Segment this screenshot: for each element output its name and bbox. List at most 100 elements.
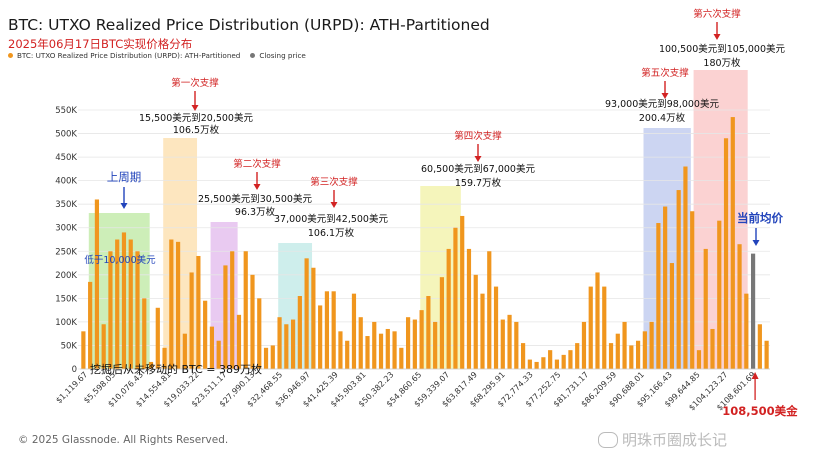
urpd-bar [446,248,451,369]
urpd-bar [284,324,289,369]
support-5-range: 93,000美元到98,000美元 [605,98,719,110]
urpd-bar [710,328,715,369]
support-5-amount: 200.4万枚 [639,112,686,124]
below-10000-label: 低于10,000美元 [84,254,156,266]
urpd-bar [723,138,729,369]
urpd-bar [216,340,221,369]
y-tick-label: 400K [55,177,77,187]
urpd-bar [696,350,702,369]
urpd-bar [534,361,539,369]
urpd-bar [345,340,350,369]
y-tick-label: 150K [55,294,77,304]
support-2-range: 25,500美元到30,500美元 [198,193,312,205]
urpd-bar [541,357,546,369]
urpd-bar [757,324,762,369]
urpd-bar [209,326,215,369]
urpd-bar [88,281,93,369]
urpd-bar [568,350,573,369]
urpd-bar [642,331,647,369]
urpd-bar [263,347,269,369]
urpd-bar [453,227,458,369]
urpd-bar [392,331,397,369]
y-tick-label: 50K [61,341,78,351]
urpd-bar [439,277,445,369]
current-price-label: 108,500美金 [722,404,798,418]
urpd-bar [602,286,607,369]
urpd-bar [290,319,296,369]
legend-label-closing: Closing price [259,51,306,60]
support-6-range: 100,500美元到105,000美元 [659,43,786,55]
y-tick-label: 550K [55,106,77,116]
urpd-bar [473,274,478,369]
y-tick-label: 350K [55,200,77,210]
chart-subtitle: 2025年06月17日BTC实现价格分布 [8,37,193,51]
y-tick-label: 100K [55,318,77,328]
urpd-bar [399,347,404,369]
urpd-bar [331,291,336,369]
y-tick-label: 200K [55,271,77,281]
y-tick-label: 450K [55,153,77,163]
urpd-bar [257,298,262,369]
support-2-title: 第二次支撑 [233,158,281,170]
urpd-bar [548,350,553,369]
urpd-bar [649,321,654,369]
support-2-arrow-head [253,184,261,190]
support-4-title: 第四次支撑 [454,130,502,142]
urpd-bar [270,345,275,369]
support-3-amount: 106.1万枚 [308,227,355,239]
support-1-range: 15,500美元到20,500美元 [139,112,253,124]
support-2-amount: 96.3万枚 [235,206,276,218]
urpd-bar [182,333,187,369]
support-1-arrow-head [191,105,199,111]
urpd-bar [128,239,133,369]
urpd-bar [203,300,208,369]
legend: BTC: UTXO Realized Price Distribution (U… [8,51,306,60]
last-cycle-label: 上周期 [107,170,142,184]
urpd-bar [101,324,106,369]
support-5-title: 第五次支撑 [641,67,689,79]
mined-unmoved-note: 挖掘后从未移动的 BTC = 389万枚 [90,362,262,376]
urpd-bar [81,331,86,369]
watermark: 明珠币圈成长记 [598,429,727,450]
urpd-bar [487,251,492,369]
support-6-arrow-head [713,34,721,40]
urpd-bar [514,321,519,369]
urpd-bar [155,307,160,369]
urpd-bar [744,293,749,369]
urpd-bar [230,251,235,369]
urpd-bar [561,354,566,369]
urpd-bar [304,258,309,369]
y-tick-label: 250K [55,247,77,257]
urpd-bar [669,263,675,369]
urpd-bar [683,166,688,369]
urpd-bar [703,248,708,369]
urpd-bar [690,211,695,369]
current-price-arrow-head [751,372,759,379]
urpd-bar [365,336,370,369]
urpd-bar [622,321,627,369]
urpd-bar [500,319,505,369]
urpd-bar [250,274,255,369]
urpd-bar [142,298,147,369]
support-4-arrow-head [474,156,482,162]
legend-dot-urpd [8,53,13,58]
urpd-bar [676,190,681,369]
last-cycle-arrow-head [120,203,128,209]
urpd-bar [135,251,140,369]
urpd-bar [460,215,465,369]
legend-label-urpd: BTC: UTXO Realized Price Distribution (U… [17,51,241,60]
urpd-bar [318,305,323,369]
support-6-amount: 180万枚 [703,57,741,69]
urpd-bar [730,117,735,370]
y-tick-label: 0 [72,365,77,375]
chart-title: BTC: UTXO Realized Price Distribution (U… [8,16,490,34]
urpd-bar [433,321,438,369]
y-tick-label: 500K [55,130,77,140]
urpd-bar [507,314,512,369]
urpd-bar [372,321,377,369]
current-average-label: 当前均价 [737,211,783,225]
urpd-bar [175,241,181,369]
urpd-bar [656,223,661,369]
support-6-title: 第六次支撑 [693,8,741,20]
